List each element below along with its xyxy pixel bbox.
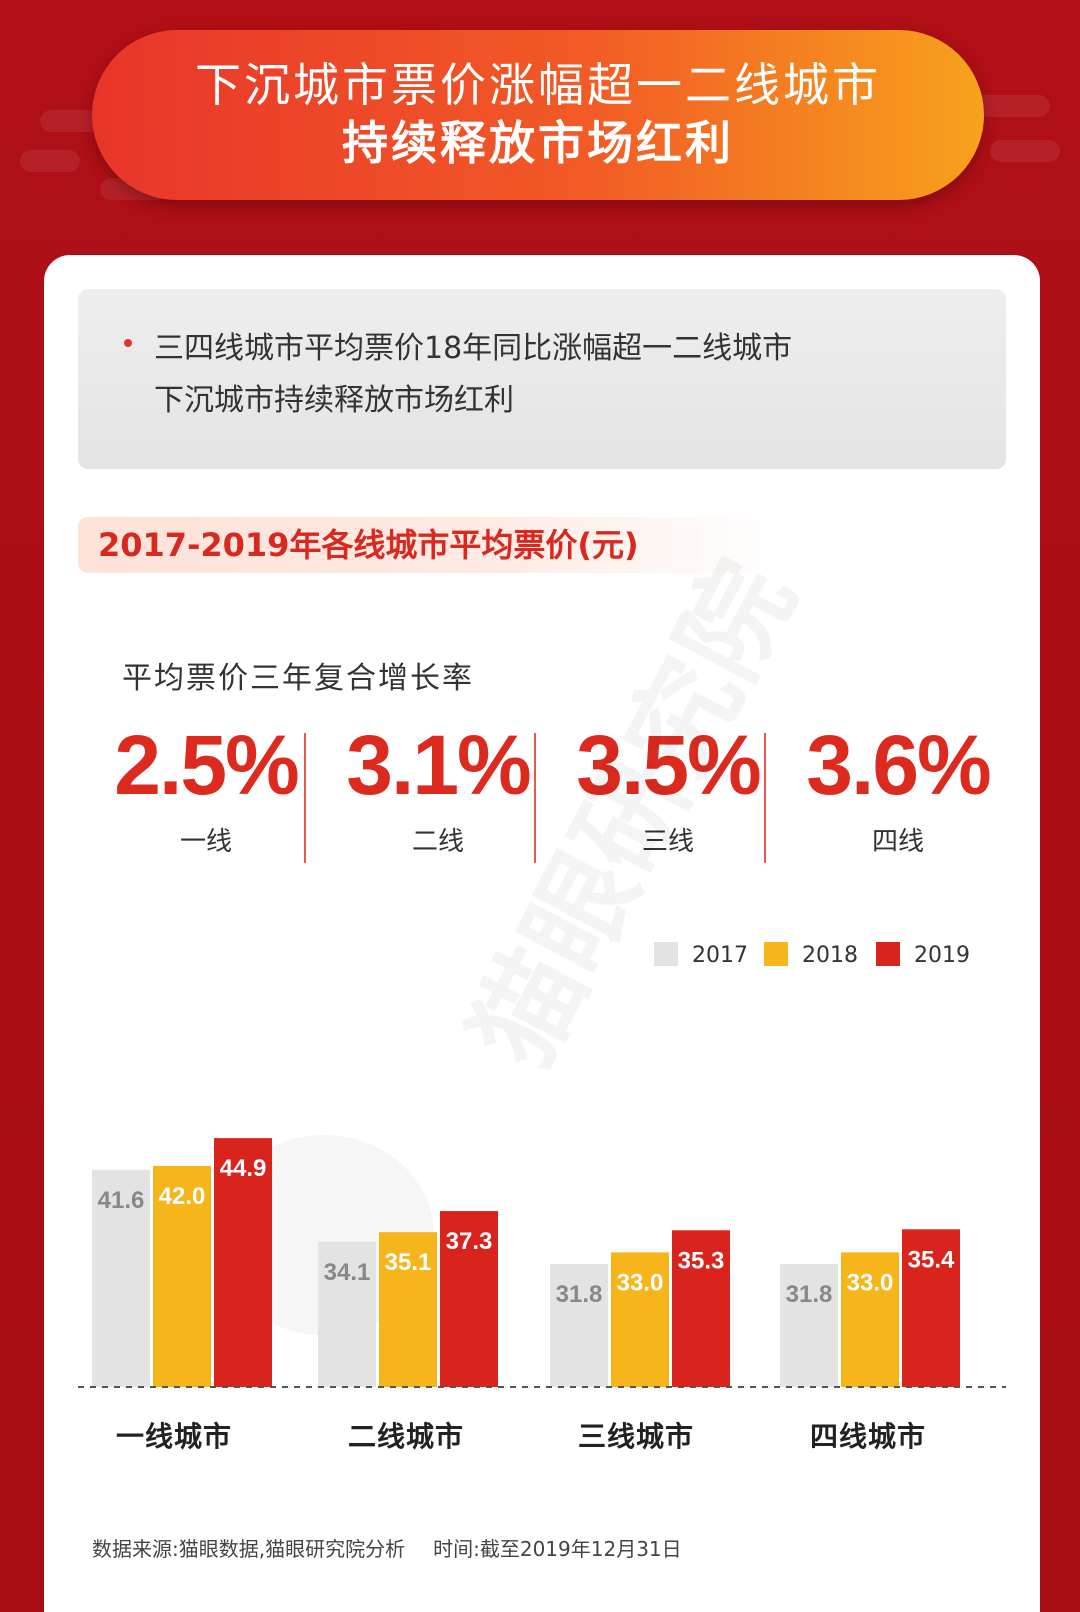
header-banner: 下沉城市票价涨幅超一二线城市 持续释放市场红利: [92, 30, 984, 200]
cagr-divider: [304, 733, 306, 863]
legend-label: 2017: [692, 943, 748, 968]
summary-line1: 三四线城市平均票价18年同比涨幅超一二线城市: [154, 331, 793, 366]
data-label: 44.9: [220, 1155, 267, 1182]
cagr-divider: [764, 733, 766, 863]
legend-swatch: [654, 942, 678, 966]
bar-2019: [672, 1230, 730, 1387]
legend-item-2017: 2017: [654, 942, 748, 970]
data-label: 35.4: [908, 1246, 955, 1273]
summary-line2: 下沉城市持续释放市场红利: [154, 383, 514, 418]
bar-2018: [379, 1232, 437, 1387]
bar-2018: [153, 1165, 211, 1387]
data-label: 41.6: [98, 1187, 145, 1214]
cagr-item-tier4: 3.6% 四线: [782, 715, 1014, 858]
content-card: 三四线城市平均票价18年同比涨幅超一二线城市 下沉城市持续释放市场红利 2017…: [44, 255, 1040, 1612]
data-label: 35.1: [385, 1249, 432, 1276]
bar-2017: [550, 1263, 608, 1387]
bullet-dot-icon: [124, 339, 132, 347]
data-label: 33.0: [847, 1269, 894, 1296]
bar-2019: [902, 1229, 960, 1387]
bar-2018: [841, 1252, 899, 1387]
data-label: 34.1: [324, 1259, 371, 1286]
legend-label: 2019: [914, 943, 970, 968]
data-label: 31.8: [556, 1281, 603, 1308]
bar-2019: [214, 1138, 272, 1387]
summary-box: 三四线城市平均票价18年同比涨幅超一二线城市 下沉城市持续释放市场红利: [78, 289, 1006, 469]
legend-item-2018: 2018: [764, 942, 858, 970]
category-label: 四线城市: [809, 1420, 926, 1453]
cagr-item-tier1: 2.5% 一线: [90, 715, 322, 858]
cagr-label: 一线: [179, 827, 232, 857]
data-label: 37.3: [446, 1228, 493, 1255]
data-label: 42.0: [159, 1183, 206, 1210]
data-label: 31.8: [786, 1281, 833, 1308]
bar-2017: [318, 1241, 376, 1387]
data-label: 33.0: [617, 1269, 664, 1296]
cagr-label: 三线: [641, 827, 694, 857]
cagr-label: 二线: [411, 827, 464, 857]
cagr-title: 平均票价三年复合增长率: [122, 661, 474, 696]
chart-subtitle: 2017-2019年各线城市平均票价(元): [78, 517, 778, 573]
cagr-item-tier2: 3.1% 二线: [322, 715, 554, 858]
bar-2018: [611, 1252, 669, 1387]
bar-2017: [92, 1169, 150, 1387]
bar-2019: [440, 1211, 498, 1387]
cagr-label: 四线: [871, 827, 924, 857]
bar-chart: 41.6 42.0 44.9 34.1 35.1 37.3 31.8 33.0 35.3 31.8…: [78, 1138, 1006, 1388]
cagr-value: 2.5%: [114, 718, 299, 812]
footer: 数据来源:猫眼数据,猫眼研究院分析 时间:截至2019年12月31日: [92, 1533, 682, 1562]
cagr-value: 3.1%: [346, 718, 531, 812]
category-label: 二线城市: [347, 1420, 464, 1453]
legend-item-2019: 2019: [876, 942, 970, 970]
legend-swatch: [876, 942, 900, 966]
footer-time: 时间:截至2019年12月31日: [433, 1537, 682, 1561]
category-label: 三线城市: [577, 1420, 694, 1453]
cagr-divider: [534, 733, 536, 863]
category-label: 一线城市: [115, 1420, 232, 1453]
banner-title-line1: 下沉城市票价涨幅超一二线城市: [195, 58, 881, 112]
banner-title-line2: 持续释放市场红利: [342, 116, 734, 170]
cagr-item-tier3: 3.5% 三线: [552, 715, 784, 858]
bar-2017: [780, 1263, 838, 1387]
cagr-value: 3.5%: [576, 718, 761, 812]
legend-swatch: [764, 942, 788, 966]
decor-streak: [20, 150, 80, 172]
legend-label: 2018: [802, 943, 858, 968]
cagr-value: 3.6%: [806, 718, 991, 812]
decor-streak: [990, 140, 1060, 162]
footer-source: 数据来源:猫眼数据,猫眼研究院分析: [92, 1537, 406, 1561]
data-label: 35.3: [678, 1247, 725, 1274]
